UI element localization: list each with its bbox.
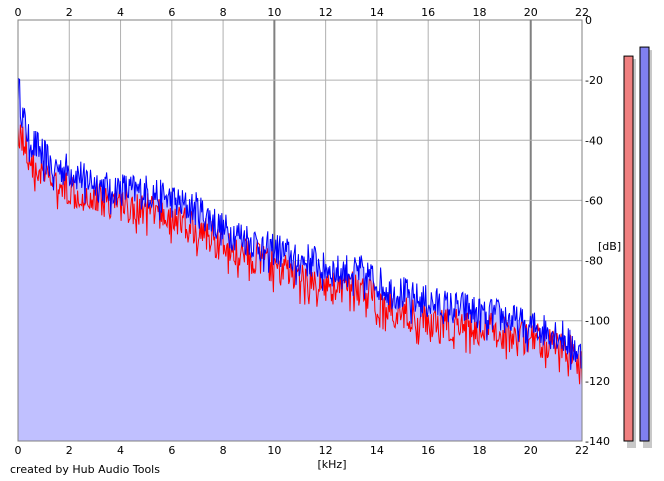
x-tick-label-top: 10: [267, 6, 281, 19]
x-tick-label-bottom: 12: [319, 444, 333, 457]
level-meter-bar: [639, 46, 650, 442]
y-axis-label: [dB]: [598, 240, 621, 253]
y-tick-label: -40: [585, 134, 603, 147]
x-tick-label-bottom: 8: [220, 444, 227, 457]
x-tick-label-top: 12: [319, 6, 333, 19]
x-axis-label: [kHz]: [318, 458, 347, 471]
x-tick-label-top: 6: [168, 6, 175, 19]
x-tick-label-top: 20: [524, 6, 538, 19]
x-tick-label-top: 16: [421, 6, 435, 19]
x-tick-label-top: 14: [370, 6, 384, 19]
x-tick-label-top: 22: [575, 6, 589, 19]
x-tick-label-bottom: 2: [66, 444, 73, 457]
x-tick-label-bottom: 0: [15, 444, 22, 457]
x-tick-label-bottom: 16: [421, 444, 435, 457]
level-meters: [623, 46, 652, 449]
spectrum-fill: [18, 78, 582, 441]
y-tick-label: -100: [585, 315, 610, 328]
level-meter-bar: [623, 55, 634, 442]
x-tick-label-bottom: 14: [370, 444, 384, 457]
y-tick-label: -80: [585, 255, 603, 268]
x-tick-label-bottom: 6: [168, 444, 175, 457]
x-tick-label-bottom: 22: [575, 444, 589, 457]
y-tick-label: 0: [585, 14, 592, 27]
series-line-red: [18, 124, 582, 386]
y-tick-label: -20: [585, 74, 603, 87]
x-tick-label-top: 0: [15, 6, 22, 19]
plot-frame: [17, 19, 583, 442]
x-tick-label-bottom: 10: [267, 444, 281, 457]
series-line-blue: [18, 77, 582, 370]
x-tick-label-top: 2: [66, 6, 73, 19]
x-tick-label-bottom: 20: [524, 444, 538, 457]
x-tick-label-top: 8: [220, 6, 227, 19]
x-tick-label-top: 4: [117, 6, 124, 19]
y-tick-label: -140: [585, 435, 610, 448]
y-tick-label: -120: [585, 375, 610, 388]
series-layer: [18, 77, 582, 441]
credit-text: created by Hub Audio Tools: [10, 463, 160, 476]
x-tick-label-bottom: 4: [117, 444, 124, 457]
x-tick-label-top: 18: [472, 6, 486, 19]
x-tick-label-bottom: 18: [472, 444, 486, 457]
tick-labels: 002244668810101212141416161818202022220-…: [15, 6, 610, 457]
y-tick-label: -60: [585, 194, 603, 207]
